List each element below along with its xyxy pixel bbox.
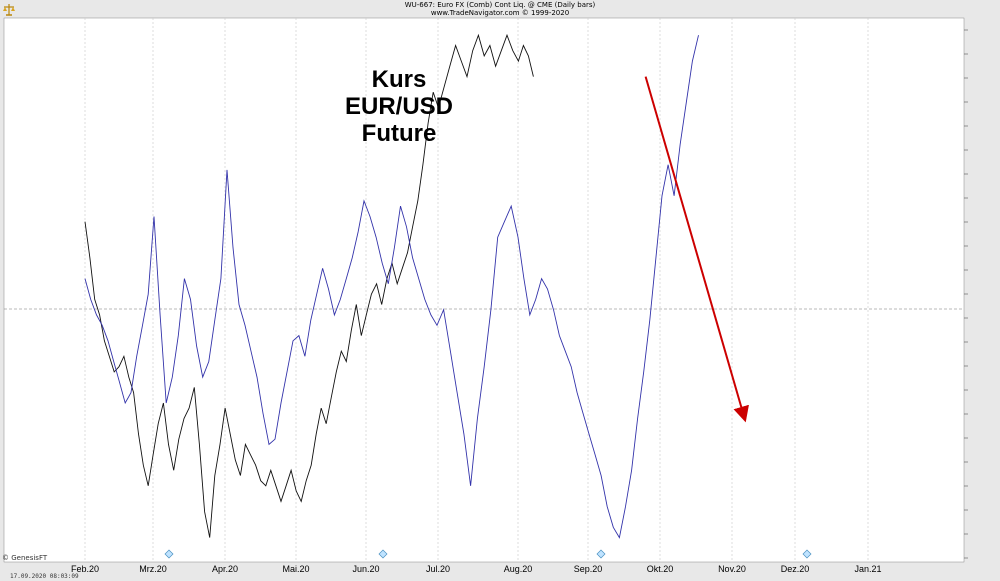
x-tick-label: Mai.20 xyxy=(282,564,309,574)
x-tick-label: Mrz.20 xyxy=(139,564,167,574)
x-tick-label: Okt.20 xyxy=(647,564,674,574)
event-marker-icon[interactable] xyxy=(378,549,388,559)
y-axis-ticks xyxy=(964,29,968,559)
grid xyxy=(84,18,869,562)
chart-header-title: WU-667: Euro FX (Comb) Cont Liq. @ CME (… xyxy=(404,1,596,9)
event-markers xyxy=(164,549,812,559)
timestamp: 17.09.2020 08:03:09 xyxy=(10,573,79,580)
x-tick-label: Apr.20 xyxy=(212,564,238,574)
plot-area xyxy=(3,17,965,563)
x-tick-label: Sep.20 xyxy=(574,564,603,574)
x-tick-label: Jul.20 xyxy=(426,564,450,574)
x-tick-label: Jun.20 xyxy=(352,564,379,574)
x-tick-label: Feb.20 xyxy=(71,564,99,574)
event-marker-icon[interactable] xyxy=(802,549,812,559)
scale-icon[interactable] xyxy=(2,3,16,17)
chart-annotation: Kurs EUR/USD Future xyxy=(344,66,453,147)
x-tick-label: Nov.20 xyxy=(718,564,746,574)
series-group xyxy=(84,33,699,539)
event-marker-icon[interactable] xyxy=(164,549,174,559)
series-line-1 xyxy=(84,33,534,538)
x-tick-label: Jan.21 xyxy=(854,564,881,574)
x-tick-label: Aug.20 xyxy=(504,564,533,574)
series-line-2 xyxy=(84,35,699,539)
x-axis-labels: Feb.20 Mrz.20 Apr.20 Mai.20 Jun.20 Jul.20 Aug.… xyxy=(71,564,882,574)
genesis-copyright: © GenesisFT xyxy=(2,554,48,562)
chart-header-source: www.TradeNavigator.com © 1999-2020 xyxy=(430,9,570,17)
trend-arrow xyxy=(644,76,749,423)
event-marker-icon[interactable] xyxy=(596,549,606,559)
x-tick-label: Dez.20 xyxy=(781,564,810,574)
